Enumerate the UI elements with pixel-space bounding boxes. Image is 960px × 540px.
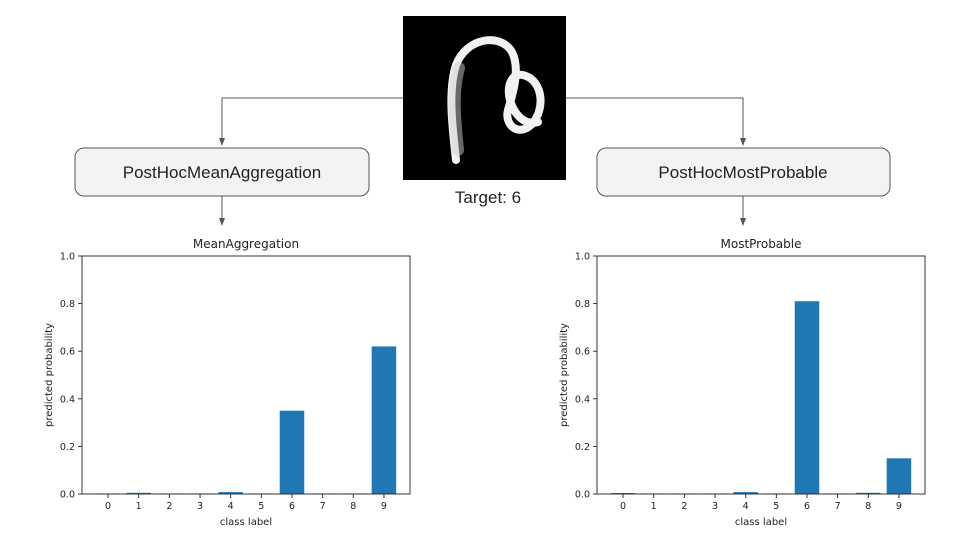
x-tick-label: 0: [620, 501, 626, 512]
x-axis-label: class label: [735, 517, 787, 528]
x-tick-label: 5: [258, 501, 264, 512]
mean-aggregation-chart: MeanAggregation 0.0 0.2 0.4 0.6 0.8 1.0 0 1 2 3 4 5 6…: [44, 237, 411, 528]
x-tick-label: 7: [320, 501, 326, 512]
bar-class-1: [126, 492, 151, 494]
x-tick-label: 9: [896, 501, 902, 512]
chart-title: MeanAggregation: [193, 237, 299, 251]
x-tick-label: 6: [804, 501, 810, 512]
y-tick-label: 0.2: [60, 442, 75, 453]
y-tick-label: 0.6: [575, 347, 590, 358]
y-tick-label: 1.0: [575, 252, 590, 263]
mean-aggregation-label: PostHocMeanAggregation: [123, 163, 321, 182]
digit-image: [403, 16, 566, 180]
x-tick-label: 0: [105, 501, 111, 512]
y-axis-label: predicted probability: [559, 323, 570, 427]
chart-title: MostProbable: [721, 237, 802, 251]
x-tick-label: 1: [651, 501, 657, 512]
bar-class-4: [218, 492, 243, 494]
y-tick-label: 1.0: [60, 252, 75, 263]
y-tick-label: 0.4: [60, 394, 75, 405]
y-axis-label: predicted probability: [44, 323, 55, 427]
x-tick-label: 5: [773, 501, 779, 512]
x-tick-label: 2: [166, 501, 172, 512]
x-tick-label: 7: [835, 501, 841, 512]
x-tick-label: 4: [228, 501, 234, 512]
connector-left: [219, 97, 403, 146]
x-tick-label: 2: [681, 501, 687, 512]
x-tick-label: 8: [350, 501, 356, 512]
x-tick-label: 9: [381, 501, 387, 512]
x-tick-label: 3: [197, 501, 203, 512]
x-axis-label: class label: [220, 517, 272, 528]
bar-class-9: [371, 346, 397, 494]
x-tick-label: 3: [712, 501, 718, 512]
most-probable-box: PostHocMostProbable: [596, 147, 891, 197]
plot-frame: [81, 255, 411, 495]
bar-class-9: [886, 458, 912, 494]
y-tick-label: 0.8: [60, 299, 75, 310]
y-tick-label: 0.2: [575, 442, 590, 453]
x-tick-label: 4: [743, 501, 749, 512]
bar-class-6: [794, 301, 820, 494]
y-tick-label: 0.8: [575, 299, 590, 310]
plot-frame: [596, 255, 926, 495]
y-tick-label: 0.0: [60, 490, 75, 501]
mean-aggregation-box: PostHocMeanAggregation: [74, 147, 370, 197]
x-tick-label: 1: [136, 501, 142, 512]
x-tick-label: 8: [865, 501, 871, 512]
most-probable-label: PostHocMostProbable: [658, 163, 827, 182]
target-label: Target: 6: [455, 188, 521, 207]
y-tick-label: 0.0: [575, 490, 590, 501]
connector-right: [566, 97, 746, 146]
most-probable-chart: MostProbable 0.0 0.2 0.4 0.6 0.8 1.0 0 1 2 3 4 5 6 7 8 9…: [559, 237, 926, 528]
bar-class-0: [610, 493, 636, 494]
x-tick-label: 6: [289, 501, 295, 512]
y-tick-label: 0.4: [575, 394, 590, 405]
bar-class-4: [733, 492, 758, 494]
y-tick-label: 0.6: [60, 347, 75, 358]
bar-class-8: [856, 492, 881, 494]
bar-class-6: [279, 410, 305, 494]
